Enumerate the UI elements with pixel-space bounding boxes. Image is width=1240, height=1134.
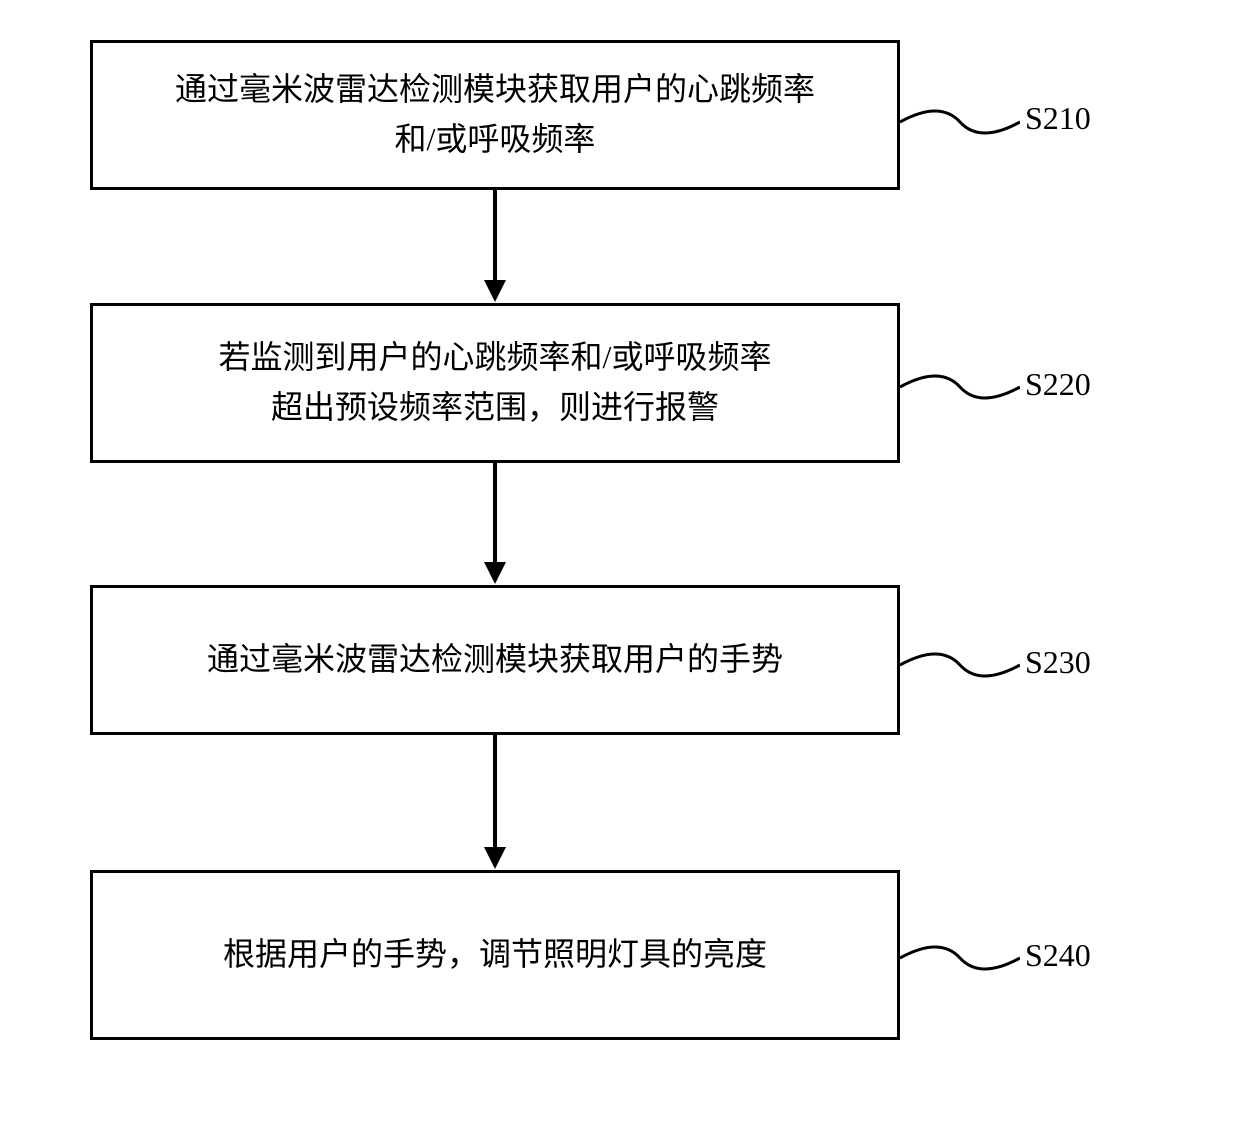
connector-curve bbox=[900, 371, 1020, 403]
flowchart-arrow bbox=[493, 190, 497, 280]
step-text-line2: 和/或呼吸频率 bbox=[395, 121, 596, 157]
arrow-head-icon bbox=[484, 562, 506, 584]
arrow-head-icon bbox=[484, 847, 506, 869]
connector-curve bbox=[900, 942, 1020, 974]
connector-curve bbox=[900, 106, 1020, 138]
step-label-s210: S210 bbox=[1025, 100, 1091, 137]
step-text-line2: 超出预设频率范围，则进行报警 bbox=[271, 389, 719, 425]
flowchart-step-s220: 若监测到用户的心跳频率和/或呼吸频率 超出预设频率范围，则进行报警 bbox=[90, 303, 900, 463]
flowchart-step-s210: 通过毫米波雷达检测模块获取用户的心跳频率 和/或呼吸频率 bbox=[90, 40, 900, 190]
step-text-line1: 若监测到用户的心跳频率和/或呼吸频率 bbox=[219, 339, 772, 375]
flowchart-step-s230: 通过毫米波雷达检测模块获取用户的手势 bbox=[90, 585, 900, 735]
step-text: 若监测到用户的心跳频率和/或呼吸频率 超出预设频率范围，则进行报警 bbox=[219, 333, 772, 432]
connector-curve bbox=[900, 649, 1020, 681]
step-text: 通过毫米波雷达检测模块获取用户的手势 bbox=[207, 635, 783, 685]
arrow-head-icon bbox=[484, 280, 506, 302]
step-label-s240: S240 bbox=[1025, 937, 1091, 974]
step-label-s230: S230 bbox=[1025, 644, 1091, 681]
step-text-line1: 通过毫米波雷达检测模块获取用户的心跳频率 bbox=[175, 71, 815, 107]
step-text-line1: 通过毫米波雷达检测模块获取用户的手势 bbox=[207, 641, 783, 677]
step-text-line1: 根据用户的手势，调节照明灯具的亮度 bbox=[223, 936, 767, 972]
step-text: 根据用户的手势，调节照明灯具的亮度 bbox=[223, 930, 767, 980]
step-text: 通过毫米波雷达检测模块获取用户的心跳频率 和/或呼吸频率 bbox=[175, 65, 815, 164]
flowchart-arrow bbox=[493, 735, 497, 847]
flowchart-arrow bbox=[493, 463, 497, 562]
flowchart-step-s240: 根据用户的手势，调节照明灯具的亮度 bbox=[90, 870, 900, 1040]
step-label-s220: S220 bbox=[1025, 366, 1091, 403]
